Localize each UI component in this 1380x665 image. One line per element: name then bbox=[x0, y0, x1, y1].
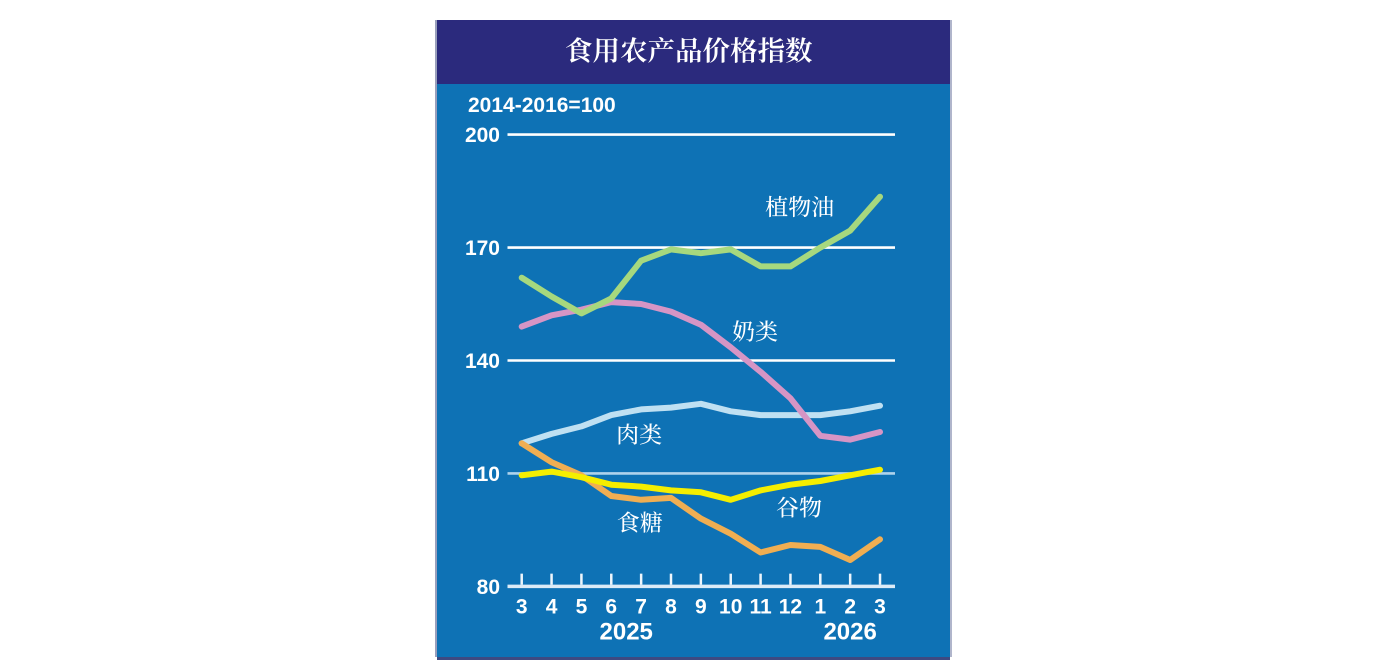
series-line-grains bbox=[518, 466, 883, 503]
chart-subtitle: 2014-2016=100 bbox=[468, 94, 616, 117]
series-line-dairy bbox=[518, 299, 883, 443]
chart-title bbox=[566, 36, 813, 64]
chart-panel: 2014-2016=100 200 170 140 110 80 3 4 5 6 7 8 9 10 11 12… bbox=[437, 20, 950, 657]
series-line-meat bbox=[518, 400, 883, 447]
y-tick-label-80: 80 bbox=[477, 576, 500, 599]
x-tick-label-month: 5 bbox=[576, 596, 588, 619]
x-tick-label-month: 3 bbox=[516, 596, 528, 619]
chart-title-text bbox=[566, 36, 813, 64]
series-label-vegetable_oil bbox=[765, 195, 834, 218]
x-tick-label-month: 8 bbox=[665, 596, 677, 619]
series-label-dairy bbox=[732, 320, 778, 342]
series-label-sugar bbox=[617, 511, 663, 533]
series-label-meat bbox=[618, 423, 662, 445]
y-tick-label-140: 140 bbox=[465, 350, 500, 373]
x-year-label-2025: 2025 bbox=[600, 619, 653, 646]
x-tick-label-month: 2 bbox=[844, 596, 856, 619]
series-line-vegetable_oil bbox=[518, 193, 883, 317]
chart-title-bar bbox=[437, 20, 950, 84]
x-tick-label-month: 9 bbox=[695, 596, 707, 619]
y-tick-label-200: 200 bbox=[465, 124, 500, 147]
y-tick-label-170: 170 bbox=[465, 237, 500, 260]
series-line-sugar bbox=[518, 440, 883, 563]
x-tick-label-month: 12 bbox=[779, 596, 802, 619]
y-tick-label-110: 110 bbox=[466, 463, 500, 486]
x-tick-label-month: 1 bbox=[814, 596, 826, 619]
x-tick-label-month: 10 bbox=[719, 596, 742, 619]
x-tick-label-month: 6 bbox=[605, 596, 617, 619]
x-tick-label-month: 7 bbox=[635, 596, 647, 619]
x-tick-label-month: 4 bbox=[546, 596, 558, 619]
x-tick-label-month: 3 bbox=[874, 596, 886, 619]
x-year-label-2026: 2026 bbox=[823, 619, 876, 646]
series-label-grains bbox=[776, 496, 822, 518]
x-tick-label-month: 11 bbox=[749, 596, 772, 619]
